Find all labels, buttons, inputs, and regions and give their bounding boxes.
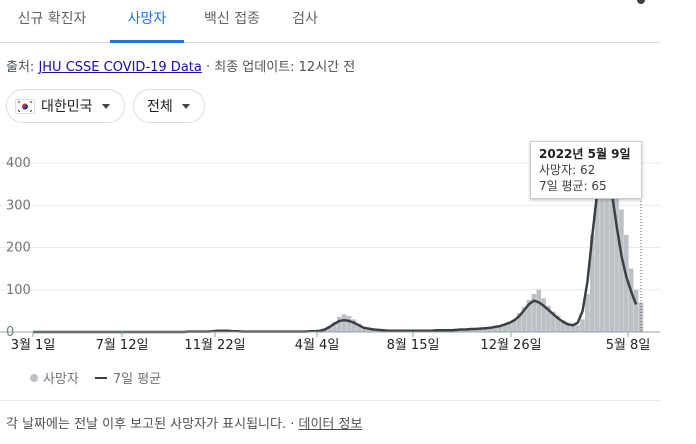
- x-tick-label: 12월 26일: [480, 338, 541, 353]
- x-tick-label: 7월 12일: [96, 338, 149, 353]
- death-bar: [623, 234, 629, 332]
- last-updated: · 최종 업데이트: 12시간 전: [201, 60, 356, 75]
- death-bar: [473, 329, 478, 332]
- dropdown-caret-icon: [101, 103, 110, 109]
- death-bar: [589, 234, 595, 332]
- chart-legend: 사망자 7일 평균: [30, 368, 161, 387]
- death-bar: [619, 209, 624, 332]
- region-dropdown[interactable]: 대한민국: [6, 89, 125, 123]
- period-dropdown[interactable]: 전체: [133, 89, 205, 123]
- death-bar: [570, 324, 576, 332]
- death-bar: [332, 321, 337, 332]
- death-bar: [468, 329, 473, 332]
- legend-deaths-label: 사망자: [43, 372, 79, 387]
- death-bar: [482, 328, 488, 332]
- death-bar: [551, 311, 556, 332]
- death-bar: [633, 289, 639, 332]
- x-tick-label: 4월 4일: [295, 338, 340, 353]
- y-tick-label: 400: [6, 156, 31, 171]
- tooltip-deaths: 사망자: 62: [539, 163, 596, 177]
- x-tick-label: 3월 1일: [11, 338, 56, 353]
- divider: [0, 400, 660, 401]
- death-bar: [512, 319, 517, 332]
- tab-tests[interactable]: 검사: [292, 11, 318, 27]
- death-bar: [361, 326, 366, 332]
- death-bar: [526, 299, 532, 332]
- death-bar: [580, 319, 585, 332]
- x-tick-label: 8월 15일: [387, 338, 440, 353]
- death-bar: [546, 305, 551, 332]
- death-bar: [478, 328, 483, 332]
- death-bar: [638, 302, 644, 332]
- legend-deaths-dot-icon: [30, 373, 38, 382]
- tab-deaths[interactable]: 사망자: [110, 0, 184, 43]
- footer-note: 각 날짜에는 전날 이후 보고된 사망자가 표시됩니다. · 데이터 정보: [6, 413, 362, 432]
- death-bar: [575, 325, 580, 332]
- death-bar: [614, 188, 619, 332]
- y-tick-label: 100: [6, 283, 31, 298]
- tab-vaccinations[interactable]: 백신 접종: [204, 11, 260, 27]
- death-bar: [337, 316, 342, 332]
- korea-flag-icon: [15, 98, 35, 114]
- death-bar: [560, 320, 566, 332]
- death-bar: [594, 167, 600, 332]
- y-tick-label: 200: [6, 241, 31, 256]
- death-bar: [516, 312, 522, 332]
- death-bar: [536, 289, 542, 332]
- x-tick-label: 11월 22일: [184, 338, 245, 353]
- x-tick-label: 5월 8일: [606, 338, 651, 353]
- chart-tooltip: 2022년 5월 9일 사망자: 62 7일 평균: 65: [530, 141, 642, 199]
- source-link[interactable]: JHU CSSE COVID-19 Data: [38, 60, 202, 75]
- death-bar: [351, 319, 357, 332]
- tooltip-average: 7일 평균: 65: [539, 179, 607, 193]
- hover-marker: [637, 0, 645, 4]
- source-line: 출처: JHU CSSE COVID-19 Data · 최종 업데이트: 12…: [6, 56, 355, 75]
- death-bar: [356, 323, 362, 332]
- y-tick-label: 300: [6, 198, 31, 213]
- death-bar: [555, 315, 561, 332]
- period-label: 전체: [147, 99, 173, 115]
- tooltip-date: 2022년 5월 9일: [539, 147, 631, 161]
- death-bar: [366, 328, 371, 332]
- death-bar: [599, 154, 605, 332]
- data-info-link[interactable]: 데이터 정보: [298, 417, 363, 432]
- death-bar: [502, 324, 507, 332]
- death-bar: [341, 314, 347, 332]
- death-bar: [487, 327, 493, 332]
- legend-average-line-icon: [94, 376, 107, 379]
- death-bar: [521, 306, 527, 332]
- death-bar: [531, 293, 537, 332]
- death-bar: [604, 154, 610, 332]
- dropdown-caret-icon: [181, 103, 190, 109]
- tab-new-cases[interactable]: 신규 확진자: [17, 11, 87, 27]
- death-bar: [327, 326, 332, 332]
- death-bar: [346, 315, 352, 332]
- legend-average-label: 7일 평균: [112, 372, 162, 387]
- death-bar: [628, 268, 634, 332]
- source-prefix: 출처:: [6, 60, 39, 75]
- death-bar: [609, 163, 615, 332]
- death-bar: [541, 298, 546, 332]
- death-bar: [507, 321, 512, 332]
- tab-bar: 신규 확진자 사망자 백신 접종 검사: [0, 0, 660, 43]
- death-bar: [497, 326, 503, 332]
- death-bar: [585, 293, 590, 332]
- footer-text: 각 날짜에는 전날 이후 보고된 사망자가 표시됩니다. ·: [6, 417, 299, 432]
- death-bar: [565, 322, 571, 332]
- death-bar: [492, 326, 498, 332]
- region-label: 대한민국: [41, 99, 93, 115]
